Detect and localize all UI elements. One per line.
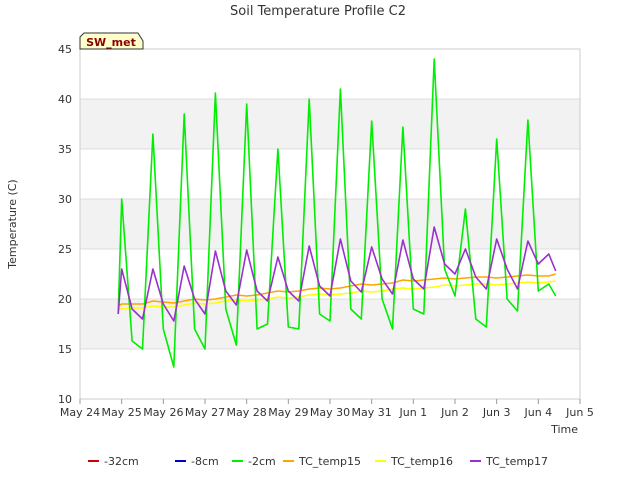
- station-badge: SW_met: [79, 32, 144, 50]
- x-tick-label: May 28: [227, 406, 267, 419]
- series-line-tctemp16: [118, 280, 556, 310]
- y-tick-label: 20: [58, 293, 72, 306]
- legend-label: TC_temp16: [390, 455, 453, 468]
- x-tick-label: Jun 4: [523, 406, 552, 419]
- y-tick-label: 35: [58, 143, 72, 156]
- x-tick-label: Jun 1: [398, 406, 427, 419]
- badge-shape: [79, 32, 144, 50]
- legend-label: TC_temp15: [298, 455, 361, 468]
- plot-band: [80, 349, 580, 399]
- plot-band: [80, 149, 580, 199]
- x-tick-label: May 30: [310, 406, 350, 419]
- y-tick-label: 10: [58, 393, 72, 406]
- plot-band: [80, 199, 580, 249]
- badge-label: SW_met: [86, 36, 136, 49]
- legend-label: TC_temp17: [485, 455, 548, 468]
- y-tick-label: 40: [58, 93, 72, 106]
- x-tick-label: May 26: [143, 406, 183, 419]
- series-lines: [117, 58, 557, 368]
- x-axis: May 24 May 25 May 26 May 27 May 28 May 29 May …: [60, 399, 594, 419]
- x-tick-label: Jun 5: [565, 406, 594, 419]
- y-tick-label: 45: [58, 43, 72, 56]
- x-tick-label: May 24: [60, 406, 100, 419]
- x-axis-label: Time: [550, 423, 578, 436]
- legend-label: -8cm: [191, 455, 219, 468]
- legend-label: -32cm: [104, 455, 139, 468]
- series-line-tctemp17: [117, 226, 557, 322]
- y-tick-label: 25: [58, 243, 72, 256]
- x-tick-label: May 27: [185, 406, 225, 419]
- chart-title: Soil Temperature Profile C2: [230, 4, 406, 19]
- y-axis-label: Temperature (C): [6, 179, 19, 269]
- x-tick-label: May 31: [352, 406, 392, 419]
- legend: -32cm -8cm -2cm TC_temp15 TC_temp16 TC_temp17: [88, 455, 548, 468]
- x-tick-label: May 29: [268, 406, 308, 419]
- x-tick-label: May 25: [102, 406, 142, 419]
- plot-band: [80, 249, 580, 299]
- y-axis: 10 15 20 25 30 35 40 45: [58, 43, 72, 406]
- plot-band: [80, 49, 580, 99]
- series-line-2cm: [117, 58, 557, 368]
- legend-label: -2cm: [248, 455, 276, 468]
- x-tick-label: Jun 3: [482, 406, 511, 419]
- plot-bands: [80, 49, 580, 399]
- plot-band: [80, 99, 580, 149]
- series-line-tctemp15: [117, 273, 556, 307]
- x-tick-label: Jun 2: [440, 406, 469, 419]
- y-tick-label: 15: [58, 343, 72, 356]
- y-tick-label: 30: [58, 193, 72, 206]
